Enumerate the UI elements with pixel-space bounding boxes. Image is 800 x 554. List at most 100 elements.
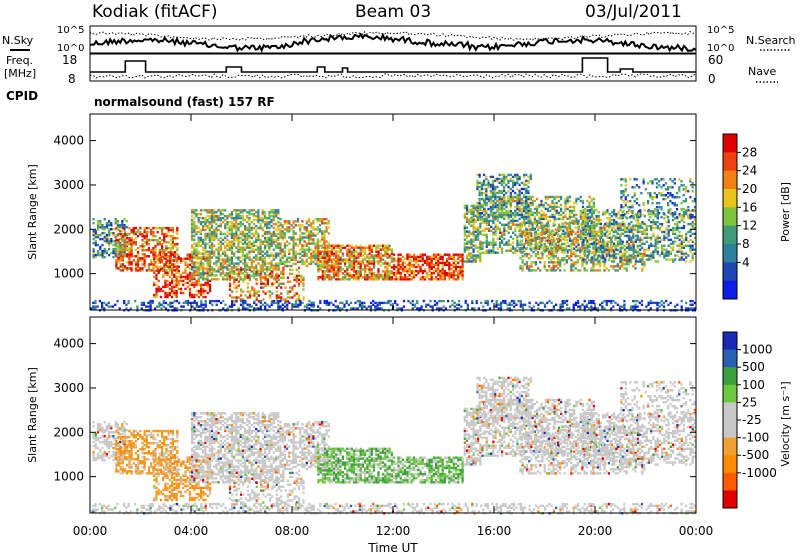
power-cell (496, 185, 499, 189)
power-cell (206, 271, 209, 274)
power-cell (435, 261, 438, 265)
power-cell (283, 220, 286, 223)
power-cell (421, 255, 424, 258)
power-cell (435, 259, 438, 263)
power-cell (348, 250, 351, 253)
power-cell (428, 278, 431, 281)
power-cell (150, 249, 153, 252)
power-cell (241, 217, 244, 220)
power-cell (175, 295, 178, 299)
power-cell (372, 274, 376, 277)
power-cell (512, 219, 515, 223)
power-cell (226, 222, 229, 226)
power-cell (355, 270, 358, 273)
power-cell (155, 293, 158, 297)
power-cell (137, 261, 140, 264)
power-cell (302, 296, 305, 299)
power-cell (498, 191, 501, 195)
power-cell (157, 271, 160, 274)
power-cell (101, 228, 104, 231)
power-cell (498, 201, 501, 205)
power-cell (193, 254, 196, 257)
power-cell (143, 263, 146, 266)
power-cell (525, 237, 528, 240)
power-cell (186, 265, 189, 268)
power-cell (115, 251, 118, 254)
power-cell (500, 189, 503, 193)
power-cell (565, 222, 568, 225)
power-cell (339, 258, 342, 261)
power-cell (110, 239, 113, 243)
power-cell (612, 267, 615, 270)
power-cell (613, 254, 616, 257)
power-cell (188, 295, 192, 299)
power-cell (279, 236, 282, 239)
power-cell (483, 201, 486, 205)
power-cell (275, 300, 278, 303)
power-cell (126, 269, 129, 272)
power-cell (228, 220, 231, 224)
power-cell (613, 230, 616, 234)
power-cell (197, 264, 200, 267)
power-cell (520, 212, 523, 215)
power-cell (503, 175, 506, 179)
power-cell (492, 217, 495, 221)
power-cell (259, 258, 262, 261)
freq-left-tick-bottom: 8 (68, 72, 76, 86)
power-cell (277, 296, 281, 299)
power-cell (563, 246, 566, 250)
power-cell (507, 185, 510, 189)
power-cell (217, 250, 220, 253)
power-cell (480, 212, 483, 215)
power-cell (485, 217, 488, 221)
power-cell (239, 248, 242, 251)
power-cell (130, 249, 133, 252)
power-cell (348, 256, 351, 259)
power-cell (525, 267, 529, 270)
power-cell (301, 260, 304, 264)
power-cell (241, 246, 244, 249)
power-cell (250, 244, 253, 247)
power-cell (279, 256, 282, 259)
power-cell (119, 247, 122, 250)
power-cell (441, 271, 444, 275)
power-cell (114, 218, 117, 221)
power-cell (443, 271, 446, 275)
power-cell (592, 244, 595, 248)
power-cell (224, 209, 227, 212)
power-cell (523, 187, 526, 191)
power-cell (516, 187, 519, 191)
power-cell (92, 234, 95, 237)
power-cell (489, 189, 492, 193)
power-cell (195, 209, 198, 212)
power-cell (307, 256, 311, 259)
power-cell (550, 238, 553, 242)
power-cell (591, 213, 594, 216)
power-cell (272, 266, 275, 269)
power-cell (346, 266, 349, 269)
power-cell (101, 224, 104, 227)
power-cell (235, 230, 238, 234)
power-cell (209, 283, 212, 287)
power-cell (286, 258, 289, 262)
power-cell (233, 222, 236, 226)
power-cell (130, 243, 133, 246)
power-cell (182, 283, 185, 287)
power-cell (117, 241, 120, 244)
power-cell (415, 259, 418, 263)
power-cell (307, 240, 311, 243)
power-cell (175, 275, 178, 279)
power-cell (330, 266, 333, 269)
power-cell (171, 269, 174, 272)
power-cell (410, 271, 413, 275)
power-cell (124, 267, 127, 270)
power-cell (430, 278, 433, 281)
power-cell (110, 237, 113, 241)
power-cell (379, 274, 382, 277)
power-cell (230, 252, 233, 255)
power-cell (503, 225, 506, 228)
power-cell (286, 230, 289, 233)
power-cell (346, 248, 349, 251)
power-cell (481, 229, 484, 232)
power-cell (505, 249, 508, 252)
